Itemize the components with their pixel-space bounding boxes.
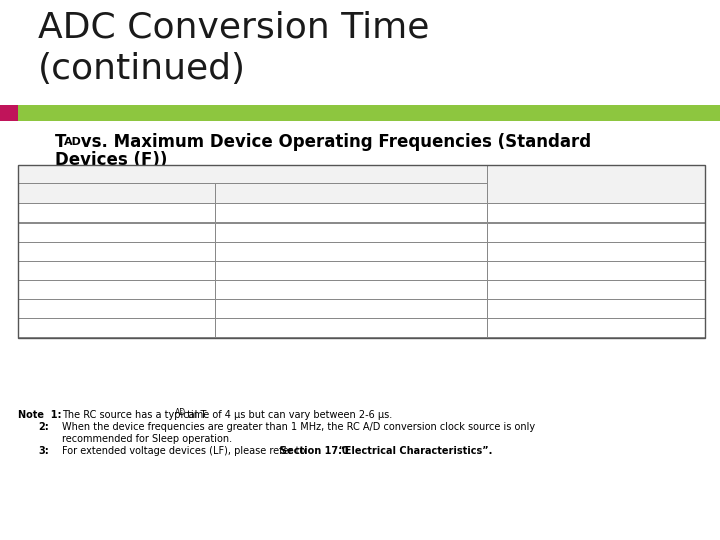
Bar: [215, 223, 487, 242]
Text: x11: x11: [341, 322, 361, 333]
Text: ): ): [315, 169, 320, 179]
Text: 2.5 MHz: 2.5 MHz: [573, 227, 618, 238]
Bar: [215, 242, 487, 261]
Text: RC: RC: [101, 322, 116, 333]
Bar: [215, 261, 487, 280]
Text: 10 MHz: 10 MHz: [575, 266, 617, 275]
Text: The RC source has a typical T: The RC source has a typical T: [62, 410, 207, 420]
Text: recommended for Sleep operation.: recommended for Sleep operation.: [62, 434, 232, 444]
Bar: [18, 242, 215, 261]
Bar: [18, 105, 720, 121]
Bar: [18, 280, 215, 299]
Text: When the device frequencies are greater than 1 MHz, the RC A/D conversion clock : When the device frequencies are greater …: [62, 422, 535, 432]
Text: AD: AD: [305, 171, 318, 179]
Text: (Note 1): (Note 1): [570, 322, 622, 333]
Text: 3:: 3:: [38, 446, 49, 456]
Bar: [18, 223, 215, 242]
Text: 8 T: 8 T: [102, 246, 120, 256]
Bar: [487, 261, 705, 280]
Text: (continued): (continued): [38, 52, 246, 86]
Bar: [0, 105, 18, 121]
Text: OSC: OSC: [128, 306, 144, 315]
Text: 1.25 MHz: 1.25 MHz: [570, 207, 622, 218]
Bar: [18, 261, 215, 280]
Bar: [487, 280, 705, 299]
Text: 010: 010: [341, 285, 361, 294]
Text: 20 MHz: 20 MHz: [575, 285, 617, 294]
Text: Section 17.0: Section 17.0: [280, 446, 348, 456]
Text: 2:: 2:: [38, 422, 49, 432]
Text: For extended voltage devices (LF), please refer to: For extended voltage devices (LF), pleas…: [62, 446, 308, 456]
Bar: [215, 280, 487, 299]
Text: 100: 100: [341, 227, 361, 238]
Bar: [487, 223, 705, 242]
Text: ADCS2:ADCS1:ADCS0: ADCS2:ADCS1:ADCS0: [284, 188, 418, 198]
Bar: [18, 299, 215, 318]
Text: AD Clock Source (T: AD Clock Source (T: [193, 169, 312, 179]
Text: (1, 2, 3): (1, 2, 3): [119, 320, 148, 329]
Bar: [215, 318, 487, 337]
Text: 110: 110: [341, 303, 361, 314]
Bar: [18, 203, 215, 222]
Bar: [487, 165, 705, 203]
Bar: [215, 299, 487, 318]
Bar: [18, 165, 705, 338]
Text: OSC: OSC: [123, 210, 139, 219]
Text: 001: 001: [341, 246, 361, 256]
Text: 32 T: 32 T: [99, 285, 122, 294]
Text: ADC Conversion Time: ADC Conversion Time: [38, 10, 429, 44]
Text: OSC: OSC: [123, 249, 139, 258]
Text: OSC: OSC: [128, 268, 144, 277]
Bar: [215, 183, 487, 203]
Text: 000: 000: [341, 207, 361, 218]
Bar: [487, 203, 705, 222]
Text: 2 T: 2 T: [102, 207, 120, 218]
Text: T: T: [55, 133, 66, 151]
Bar: [18, 165, 487, 183]
Text: AD: AD: [64, 137, 82, 147]
Text: OSC: OSC: [123, 230, 139, 239]
Text: Note  1:: Note 1:: [18, 410, 61, 420]
Text: OSC: OSC: [128, 287, 144, 296]
Text: 5 MHz: 5 MHz: [579, 246, 613, 256]
Text: vs. Maximum Device Operating Frequencies (Standard: vs. Maximum Device Operating Frequencies…: [75, 133, 591, 151]
Text: time of 4 μs but can vary between 2-6 μs.: time of 4 μs but can vary between 2-6 μs…: [184, 410, 392, 420]
Text: 20 MHz: 20 MHz: [575, 303, 617, 314]
Text: Maximum Device Frequency: Maximum Device Frequency: [509, 179, 683, 189]
Text: 64 T: 64 T: [99, 303, 122, 314]
Bar: [18, 318, 215, 337]
Text: “Electrical Characteristics”.: “Electrical Characteristics”.: [335, 446, 492, 456]
Text: Operation: Operation: [86, 188, 148, 198]
Text: Devices (F)): Devices (F)): [55, 151, 167, 169]
Text: 101: 101: [341, 266, 361, 275]
Text: 16 T: 16 T: [99, 266, 122, 275]
Bar: [487, 318, 705, 337]
Bar: [18, 183, 215, 203]
Text: AD: AD: [175, 408, 186, 417]
Bar: [215, 203, 487, 222]
Text: 4 T: 4 T: [102, 227, 120, 238]
Bar: [487, 242, 705, 261]
Bar: [487, 299, 705, 318]
